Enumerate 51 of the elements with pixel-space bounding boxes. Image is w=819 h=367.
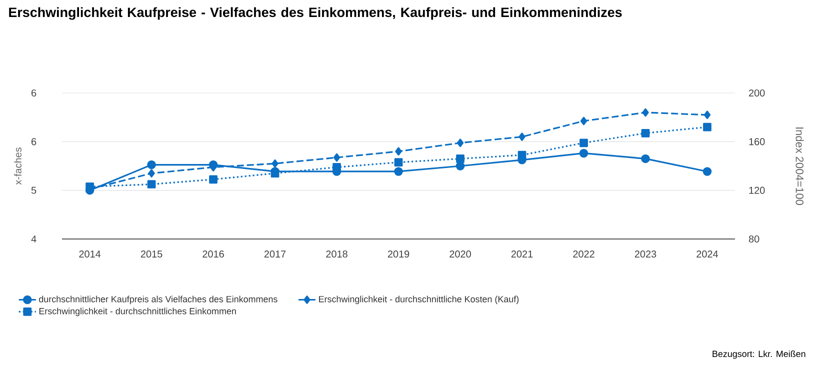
point: [641, 128, 650, 138]
point: [394, 158, 403, 167]
point: [641, 154, 650, 164]
point: [703, 122, 712, 132]
y2-axis-title: Index 2004=100: [796, 128, 804, 205]
legend-label: durchschnittlicher Kaufpreis als Vielfaches des Einkommens: [39, 296, 278, 304]
x-tick-label: 2022: [573, 250, 594, 258]
point: [395, 147, 402, 156]
point: [148, 169, 155, 178]
legend-label: Erschwinglichkeit - durchschnittliches Einkommen: [39, 308, 236, 316]
text: Bezugsort: Lkr. Meißen: [712, 350, 806, 359]
x-tick-label: 2019: [388, 250, 410, 258]
point: [147, 180, 156, 188]
x-tick-label: 2021: [511, 250, 533, 258]
point: [333, 153, 340, 162]
point: [209, 175, 218, 184]
point: [332, 163, 341, 172]
y2-tick-label: 160: [749, 138, 765, 146]
y-tick-label: 6: [32, 89, 36, 97]
point: [580, 138, 588, 148]
x-tick-label: 2016: [202, 250, 224, 258]
y2-tick-label: 120: [749, 186, 765, 194]
legend-label: Erschwinglichkeit - durchschnittliche Kosten (Kauf): [319, 296, 519, 304]
point: [580, 116, 588, 126]
y-axis-title: x-faches: [14, 148, 22, 185]
point: [642, 108, 649, 117]
point: [704, 110, 711, 120]
point: [518, 132, 526, 141]
y-tick-label: 4: [31, 236, 36, 242]
x-tick-label: 2015: [140, 250, 162, 258]
chart-title: Erschwinglichkeit Kaufpreise - Vielfaches des Einkommens, Kaufpreis- und Einkommenindizes: [9, 7, 622, 20]
x-tick-label: 2018: [326, 250, 348, 258]
point: [702, 167, 712, 176]
y-tick-label: 5: [31, 186, 36, 194]
y-tick-label: 6: [32, 138, 36, 146]
point: [579, 148, 588, 158]
y2-tick-label: 80: [748, 235, 760, 243]
x-tick-label: 2014: [79, 250, 101, 258]
x-tick-label: 2023: [634, 250, 656, 258]
point: [518, 150, 526, 160]
x-tick-label: 2020: [450, 250, 471, 258]
x-tick-label: 2017: [264, 250, 286, 258]
point: [456, 154, 464, 163]
point: [272, 159, 278, 168]
y2-tick-label: 200: [749, 89, 765, 97]
x-tick-label: 2024: [696, 250, 718, 258]
point: [456, 138, 464, 148]
point: [147, 160, 156, 170]
point: [86, 182, 94, 191]
point: [394, 167, 403, 176]
point: [456, 162, 465, 170]
